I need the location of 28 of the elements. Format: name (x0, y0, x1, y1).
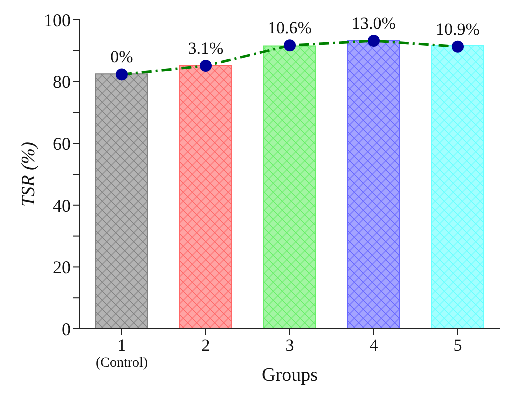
y-tick-label: 0 (62, 319, 71, 340)
y-tick-label: 100 (44, 10, 71, 30)
bar (264, 46, 316, 329)
bar (348, 40, 400, 329)
annotation: 0% (110, 48, 134, 67)
y-tick-label: 40 (53, 196, 71, 216)
y-tick-label: 60 (53, 134, 71, 154)
point (200, 60, 212, 72)
annotation: 10.6% (268, 18, 312, 38)
annotation: 10.9% (436, 20, 480, 39)
annotation: 3.1% (188, 39, 224, 58)
x-tick-label: 1 (Control) (96, 336, 148, 371)
bar (96, 74, 148, 329)
point (368, 35, 380, 48)
bar (432, 45, 484, 329)
point (284, 40, 296, 52)
x-tick-label: 2 (202, 336, 210, 355)
x-axis-title: Groups (262, 365, 318, 386)
annotation: 13.0% (352, 14, 396, 34)
x-tick-label: 5 (454, 336, 462, 355)
point (116, 68, 128, 81)
y-tick-label: 20 (53, 258, 71, 278)
x-tick-label: 4 (370, 336, 379, 355)
bar (180, 65, 232, 329)
x-tick-label: 3 (286, 336, 294, 355)
y-axis-title: TSR (%) (18, 142, 40, 207)
point (452, 40, 464, 53)
y-tick-label: 80 (53, 72, 71, 92)
